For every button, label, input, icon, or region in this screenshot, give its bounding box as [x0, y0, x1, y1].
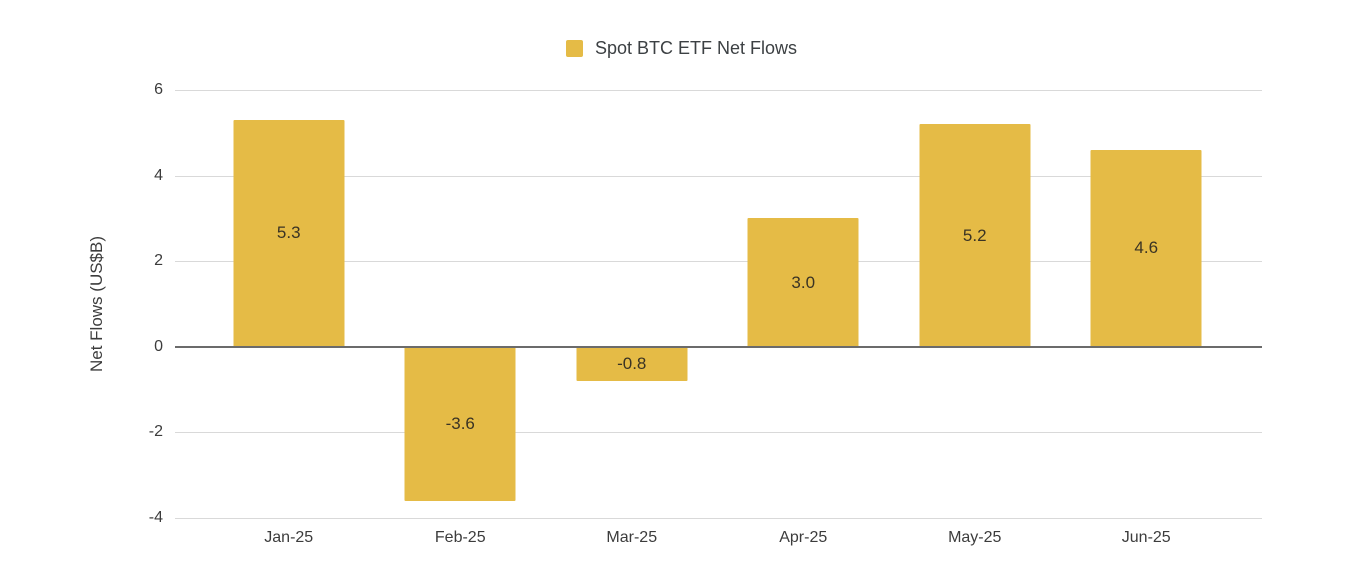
legend: Spot BTC ETF Net Flows: [0, 38, 1363, 58]
x-tick-label: May-25: [948, 529, 1002, 546]
category-column: 5.3: [203, 90, 375, 518]
bar-jan-25[interactable]: 5.3: [233, 119, 345, 347]
bars-layer: 5.3 -3.6 -0.8 3.0 5.2 4.6: [203, 90, 1232, 518]
gridline: [175, 432, 1262, 434]
y-tick-label: 4: [154, 166, 163, 184]
legend-label: Spot BTC ETF Net Flows: [594, 37, 798, 58]
y-tick-label: -4: [148, 509, 163, 526]
category-column: -0.8: [546, 90, 718, 518]
bar-feb-25[interactable]: -3.6: [404, 346, 516, 501]
x-tick-label: Apr-25: [779, 529, 828, 546]
bar-value-label: -0.8: [617, 353, 647, 373]
gridline: [175, 90, 1262, 91]
x-axis-labels: Jan-25 Feb-25 Mar-25 Apr-25 May-25 Jun-25: [203, 518, 1232, 560]
bar-value-label: 5.2: [962, 225, 987, 245]
bar-value-label: 5.3: [276, 223, 301, 243]
category-column: 3.0: [718, 90, 890, 518]
bar-jun-25[interactable]: 4.6: [1090, 149, 1202, 347]
x-tick-label: Jun-25: [1121, 529, 1171, 546]
bar-value-label: -3.6: [445, 413, 475, 433]
y-tick-label: 6: [154, 81, 163, 98]
bar-mar-25[interactable]: -0.8: [576, 346, 688, 382]
y-tick-label: 0: [154, 337, 163, 355]
category-column: 4.6: [1061, 90, 1233, 518]
gridline: [175, 175, 1262, 177]
y-tick-label: -2: [148, 423, 163, 441]
x-tick-label: Feb-25: [434, 529, 486, 546]
y-axis-ticks: 6 4 2 0 -2 -4: [0, 81, 163, 526]
gridline: [175, 518, 1262, 519]
zero-axis-line: [175, 345, 1262, 348]
y-tick-label: 2: [154, 252, 163, 270]
category-column: 5.2: [889, 90, 1061, 518]
legend-swatch-icon: [565, 39, 583, 57]
bar-value-label: 4.6: [1134, 238, 1159, 258]
x-tick-label: Mar-25: [606, 529, 658, 546]
category-column: -3.6: [375, 90, 547, 518]
bar-apr-25[interactable]: 3.0: [747, 218, 859, 347]
plot-area: 5.3 -3.6 -0.8 3.0 5.2 4.6: [175, 90, 1262, 519]
x-axis: Jan-25 Feb-25 Mar-25 Apr-25 May-25 Jun-25: [175, 518, 1262, 560]
bar-may-25[interactable]: 5.2: [919, 124, 1031, 347]
x-tick-label: Jan-25: [264, 529, 314, 546]
bar-value-label: 3.0: [791, 272, 816, 292]
gridline: [175, 261, 1262, 263]
